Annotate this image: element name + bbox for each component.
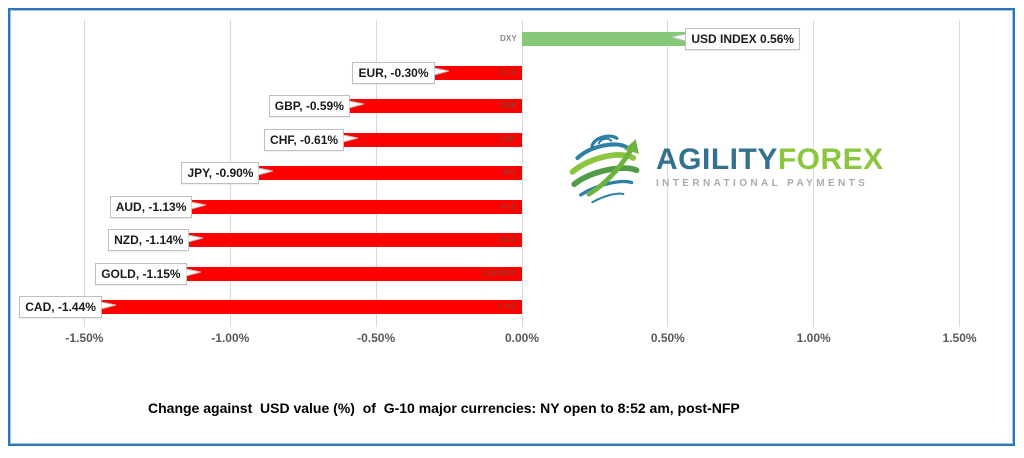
x-tick-label: 0.50%	[650, 331, 685, 345]
x-tick-label: -1.50%	[65, 331, 104, 345]
data-label-text: CAD, -1.44%	[19, 296, 102, 318]
gridline-1.00%	[813, 20, 815, 327]
data-label-xauusd: GOLD, -1.15%	[95, 262, 201, 285]
data-label-cad: CAD, -1.44%	[19, 296, 116, 318]
category-label-gbp: GBP	[499, 101, 517, 110]
x-tick-label: -1.00%	[211, 331, 250, 345]
data-label-text: GOLD, -1.15%	[95, 262, 187, 285]
data-label-text: GBP, -0.59%	[268, 95, 350, 117]
bar-gbp	[349, 99, 522, 113]
category-label-eur: EUR	[499, 67, 517, 77]
bar-cad	[101, 300, 522, 314]
data-label-jpy: JPY, -0.90%	[181, 162, 274, 184]
data-label-dxy: USD INDEX 0.56%	[671, 28, 801, 50]
category-label-aud: AUD	[499, 201, 517, 211]
bar-jpy	[259, 166, 522, 180]
data-label-text: AUD, -1.13%	[109, 195, 193, 218]
data-label-text: CHF, -0.61%	[264, 128, 345, 151]
gridline--1.50%	[83, 20, 85, 327]
bar-chf	[344, 132, 522, 147]
bar-aud	[192, 199, 522, 214]
category-label-jpy: JPY	[501, 168, 517, 177]
x-tick-label: 1.00%	[796, 331, 831, 345]
globe-arrow-icon	[569, 134, 640, 204]
bar-eur	[434, 65, 522, 80]
data-label-aud: AUD, -1.13%	[109, 195, 207, 218]
gridline-0.50%	[667, 20, 669, 327]
bar-xauusd	[186, 266, 522, 281]
logo-tagline: INTERNATIONAL PAYMENTS	[656, 178, 869, 189]
chart-frame-border	[8, 8, 1015, 446]
category-label-cad: CAD	[499, 302, 517, 311]
category-label-xauusd: XAUUSD	[482, 268, 517, 278]
logo-brand-forex: FOREX	[777, 143, 884, 176]
gridline-1.50%	[959, 20, 961, 327]
category-label-chf: CHF	[499, 134, 517, 144]
agilityforex-logo: AGILITYFOREX INTERNATIONAL PAYMENTS	[566, 124, 884, 210]
data-label-text: JPY, -0.90%	[181, 162, 260, 184]
data-label-text: NZD, -1.14%	[108, 229, 190, 251]
logo-brand-agility: AGILITY	[656, 143, 778, 176]
data-label-text: EUR, -0.30%	[352, 61, 435, 84]
x-tick-label: -0.50%	[357, 331, 396, 345]
gridline-0.00%	[521, 20, 523, 327]
data-label-text: USD INDEX 0.56%	[685, 28, 801, 50]
data-label-gbp: GBP, -0.59%	[268, 95, 364, 117]
data-label-eur: EUR, -0.30%	[352, 61, 449, 84]
x-tick-label: 0.00%	[504, 331, 540, 345]
data-label-nzd: NZD, -1.14%	[108, 229, 204, 251]
category-label-dxy: DXY	[499, 34, 517, 43]
bar-dxy	[522, 32, 686, 46]
data-label-chf: CHF, -0.61%	[264, 128, 359, 151]
chart-caption: Change against USD value (%) of G-10 maj…	[148, 400, 740, 416]
bar-nzd	[189, 233, 522, 247]
logo-brand-name: AGILITYFOREX	[656, 145, 884, 175]
x-tick-label: 1.50%	[942, 331, 977, 345]
category-label-nzd: NZD	[499, 235, 517, 244]
logo-text-block: AGILITYFOREX INTERNATIONAL PAYMENTS	[656, 145, 884, 190]
